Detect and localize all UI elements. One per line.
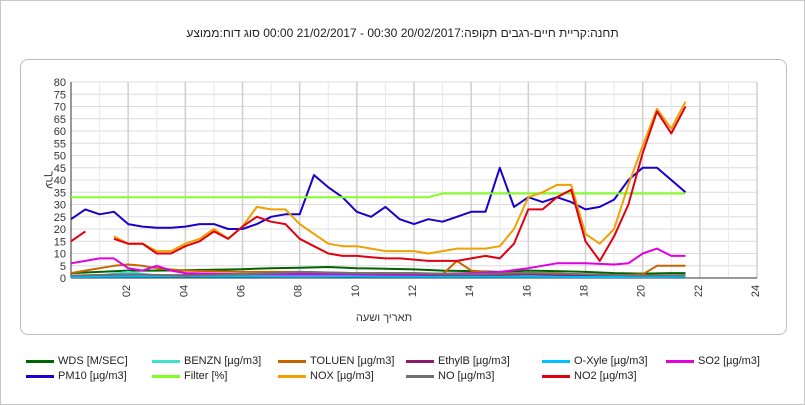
legend-swatch — [542, 360, 570, 363]
y-tick-label: 60 — [54, 126, 66, 138]
series-lines — [70, 101, 687, 278]
y-tick-label: 70 — [54, 102, 66, 114]
x-tick-label: 24 — [750, 285, 762, 297]
x-tick-label: 14 — [464, 285, 476, 297]
y-tick-label: 80 — [54, 77, 66, 89]
series-line-4 — [70, 275, 686, 278]
x-tick-label: 04 — [178, 285, 190, 297]
series-line-5 — [70, 247, 686, 276]
y-tick-label: 25 — [54, 212, 66, 224]
series-line-10 — [70, 106, 687, 262]
y-tick-label: 10 — [54, 249, 66, 261]
x-tick-label: 08 — [293, 285, 305, 297]
legend-label: NO [µg/m3] — [438, 370, 495, 382]
legend-swatch — [152, 375, 180, 378]
y-tick-label: 5 — [60, 261, 66, 273]
legend-swatch — [406, 375, 434, 378]
series-line-8 — [113, 101, 687, 255]
y-tick-label: 65 — [54, 114, 66, 126]
y-tick-label: 30 — [54, 200, 66, 212]
y-tick-label: 75 — [54, 89, 66, 101]
legend-swatch — [26, 375, 54, 378]
y-tick-label: 20 — [54, 224, 66, 236]
y-tick-label: 50 — [54, 151, 66, 163]
legend-swatch — [666, 360, 694, 363]
legend-label: PM10 [µg/m3] — [58, 370, 127, 382]
legend-label: Filter [%] — [184, 370, 228, 382]
legend-label: TOLUEN [µg/m3] — [310, 355, 395, 367]
legend-label: SO2 [µg/m3] — [698, 355, 760, 367]
y-tick-label: 55 — [54, 138, 66, 150]
x-tick-label: 20 — [636, 285, 648, 297]
x-tick-label: 06 — [236, 285, 248, 297]
x-tick-label: 18 — [579, 285, 591, 297]
legend-label: EthylB [µg/m3] — [438, 355, 510, 367]
chart-title: תחנה:קריית חיים-רגבים תקופה:20/02/2017 0… — [186, 26, 619, 40]
legend-swatch — [542, 375, 570, 378]
legend-label: WDS [M/SEC] — [58, 355, 128, 367]
x-tick-label: 02 — [121, 285, 133, 297]
legend-swatch — [152, 360, 180, 363]
series-line-6 — [70, 166, 687, 230]
x-tick-label: 10 — [350, 285, 362, 297]
x-tick-label: 12 — [407, 285, 419, 297]
y-tick-label: 35 — [54, 187, 66, 199]
legend-swatch — [406, 360, 434, 363]
legend-label: BENZN [µg/m3] — [184, 355, 262, 367]
x-tick-label: 22 — [693, 285, 705, 297]
y-tick-label: 40 — [54, 175, 66, 187]
legend-label: NO2 [µg/m3] — [574, 370, 637, 382]
legend-swatch — [278, 375, 306, 378]
legend-label: O-Xyle [µg/m3] — [574, 355, 648, 367]
legend-swatch — [26, 360, 54, 363]
y-axis-label: ערך — [43, 171, 55, 189]
y-tick-label: 0 — [60, 273, 66, 285]
plot-panel — [20, 59, 787, 335]
y-tick-label: 15 — [54, 236, 66, 248]
x-axis-label: תאריך ושעה — [356, 312, 412, 324]
x-tick-label: 16 — [521, 285, 533, 297]
y-tick-label: 45 — [54, 163, 66, 175]
legend-label: NOX [µg/m3] — [310, 370, 374, 382]
series-line-7 — [71, 192, 686, 199]
series-line-9 — [70, 270, 686, 277]
legend-swatch — [278, 360, 306, 363]
